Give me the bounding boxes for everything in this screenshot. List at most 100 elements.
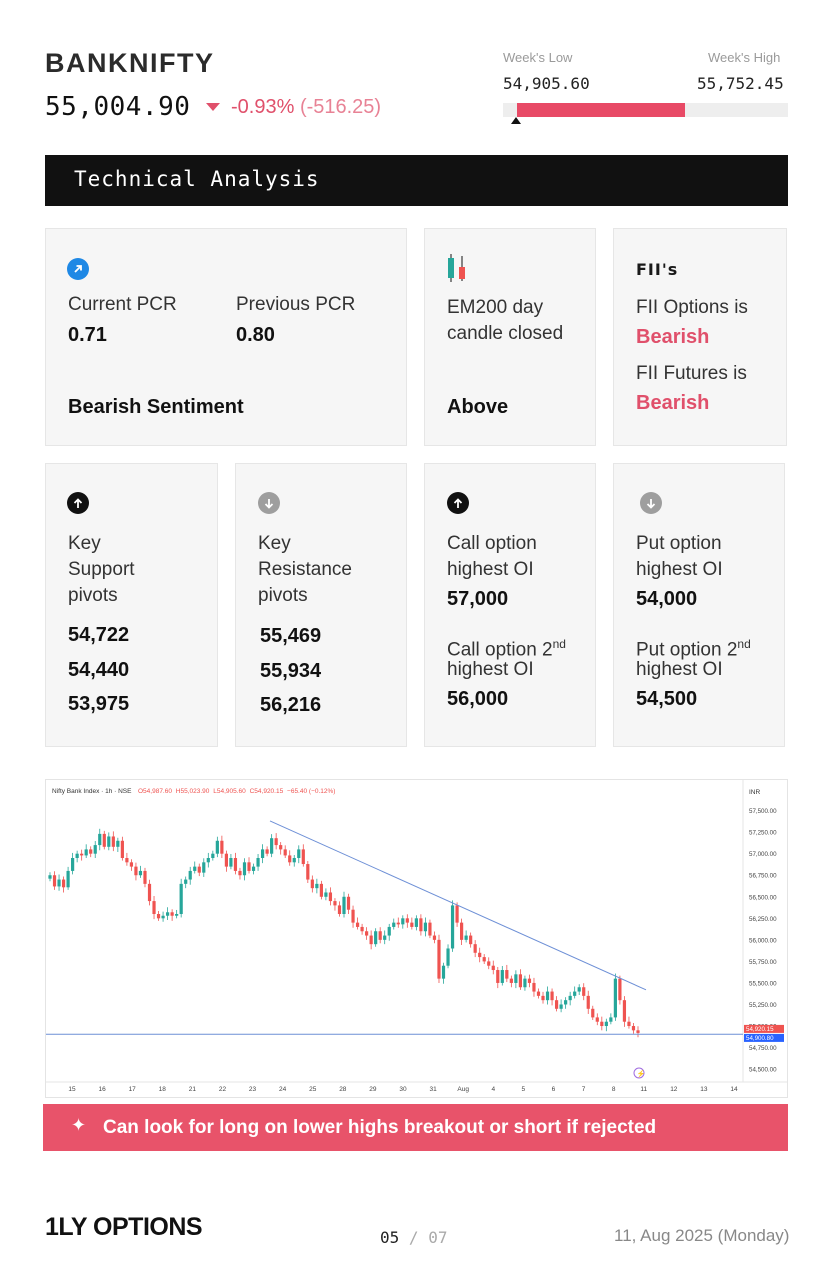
candle-body — [631, 1026, 636, 1031]
support-value-2: 54,440 — [68, 659, 130, 681]
x-tick-label: 24 — [279, 1086, 287, 1093]
put-oi2-label-1: Put option 2nd — [636, 631, 751, 663]
call-oi2-label-1: Call option 2nd — [447, 631, 566, 663]
candle-body — [369, 935, 373, 945]
candle-body — [428, 922, 432, 936]
candle-body — [419, 918, 423, 932]
candle-body — [260, 849, 265, 859]
support-label-2: Support — [68, 559, 135, 580]
candle-body — [478, 952, 482, 958]
candle-body — [496, 970, 500, 983]
price-chart[interactable]: Nifty Bank Index · 1h · NSE O54,987.60 H… — [45, 779, 788, 1098]
candle-body — [184, 879, 188, 884]
candle-body — [473, 944, 477, 953]
x-tick-label: 16 — [98, 1086, 106, 1093]
candle-body — [450, 905, 455, 949]
candle-body — [84, 849, 88, 856]
x-tick-label: 14 — [730, 1086, 738, 1093]
y-tick-label: 55,750.00 — [749, 959, 777, 966]
report-date: 11, Aug 2025 (Monday) — [614, 1226, 790, 1245]
y-tick-label: 55,500.00 — [749, 980, 777, 987]
chart-svg[interactable]: Nifty Bank Index · 1h · NSE O54,987.60 H… — [46, 780, 787, 1097]
candle-body — [360, 926, 364, 932]
x-tick-label: 17 — [129, 1086, 137, 1093]
week-high-label: Week's High — [708, 50, 781, 65]
candle-body — [609, 1017, 613, 1022]
call-oi-value-2: 56,000 — [447, 688, 509, 710]
advice-text: Can look for long on lower highs breakou… — [103, 1117, 657, 1138]
candle-body — [93, 845, 97, 854]
x-tick-label: Aug — [457, 1086, 469, 1093]
x-axis-ticks: 15 16 17 18 21 22 23 24 25 28 29 30 31 Aug 4 5 6 7 8 11 12 13… — [68, 1086, 738, 1093]
candle-body — [52, 875, 57, 887]
call-oi-label-1: Call option — [447, 533, 537, 554]
ema-status: Above — [447, 396, 509, 418]
page-separator: / — [408, 1228, 419, 1247]
candle-body — [591, 1008, 595, 1018]
lightning-icon: ⚡ — [637, 1069, 646, 1078]
candle-body — [355, 922, 360, 927]
candle-body — [337, 905, 342, 915]
candle-body — [618, 978, 622, 1001]
y-tick-label: 55,250.00 — [749, 1002, 777, 1009]
candle-body — [491, 965, 495, 971]
section-title-bar — [45, 155, 788, 206]
chart-currency: INR — [749, 789, 761, 796]
candle-body — [469, 935, 473, 945]
week-low-label: Week's Low — [503, 50, 573, 65]
x-tick-label: 29 — [369, 1086, 377, 1093]
page-indicator: 05 / 07 — [380, 1228, 447, 1247]
candle-body — [545, 991, 550, 1001]
candle-body — [423, 922, 428, 932]
chart-title: Nifty Bank Index · 1h · NSE — [52, 788, 132, 795]
candle-body — [166, 912, 170, 916]
x-tick-label: 18 — [159, 1086, 167, 1093]
candle-body — [247, 862, 251, 871]
candle-body — [80, 853, 84, 856]
candle-body — [392, 922, 396, 927]
put-oi-value-2: 54,500 — [636, 688, 698, 710]
sparkle-icon: ✦ — [71, 1115, 87, 1135]
candle-body — [233, 858, 238, 871]
candle-body — [378, 931, 382, 940]
ticker-symbol: BANKNIFTY — [45, 48, 215, 78]
fii-options-label: FII Options is — [636, 297, 748, 318]
ohlc-high: H55,023.90 — [176, 788, 210, 795]
candle-body — [301, 849, 305, 865]
resistance-value-3: 56,216 — [260, 694, 322, 716]
put-oi2-text: Put option 2 — [636, 639, 738, 661]
candle-body — [346, 896, 351, 910]
candle-body — [265, 849, 269, 854]
event-icon[interactable] — [633, 1067, 645, 1079]
candle-body — [102, 833, 106, 847]
arrow-up-icon — [447, 492, 469, 514]
candle-body — [432, 935, 437, 940]
y-tick-label: 57,250.00 — [749, 830, 777, 837]
y-tick-label: 56,000.00 — [749, 937, 777, 944]
y-tick-label: 54,500.00 — [749, 1067, 777, 1074]
price-change: -0.93% (-516.25) — [231, 96, 381, 119]
level-price-tag — [744, 1033, 784, 1042]
candle-body — [383, 935, 387, 940]
candle-body — [270, 838, 274, 854]
candle-body — [509, 978, 513, 983]
candle-body — [577, 987, 581, 992]
candle-body — [279, 845, 283, 850]
candle-body — [487, 961, 491, 966]
candle-body — [66, 870, 70, 888]
candle-body — [523, 978, 527, 988]
brand-logo: 1LY OPTIONS — [45, 1213, 203, 1241]
down-arrow-icon — [206, 103, 220, 111]
candle-body — [595, 1017, 599, 1022]
fii-futures-label: FII Futures is — [636, 363, 747, 384]
arrow-up-right-icon — [67, 258, 89, 280]
support-value-3: 53,975 — [68, 693, 130, 715]
candle-body — [179, 883, 183, 915]
candle-body — [387, 926, 391, 936]
fii-futures-value: Bearish — [636, 392, 710, 414]
current-pcr-value: 0.71 — [68, 324, 107, 346]
candle-body — [215, 840, 219, 854]
candle-body — [604, 1021, 608, 1027]
candle-body — [374, 931, 378, 945]
current-pcr-label: Current PCR — [68, 294, 177, 315]
